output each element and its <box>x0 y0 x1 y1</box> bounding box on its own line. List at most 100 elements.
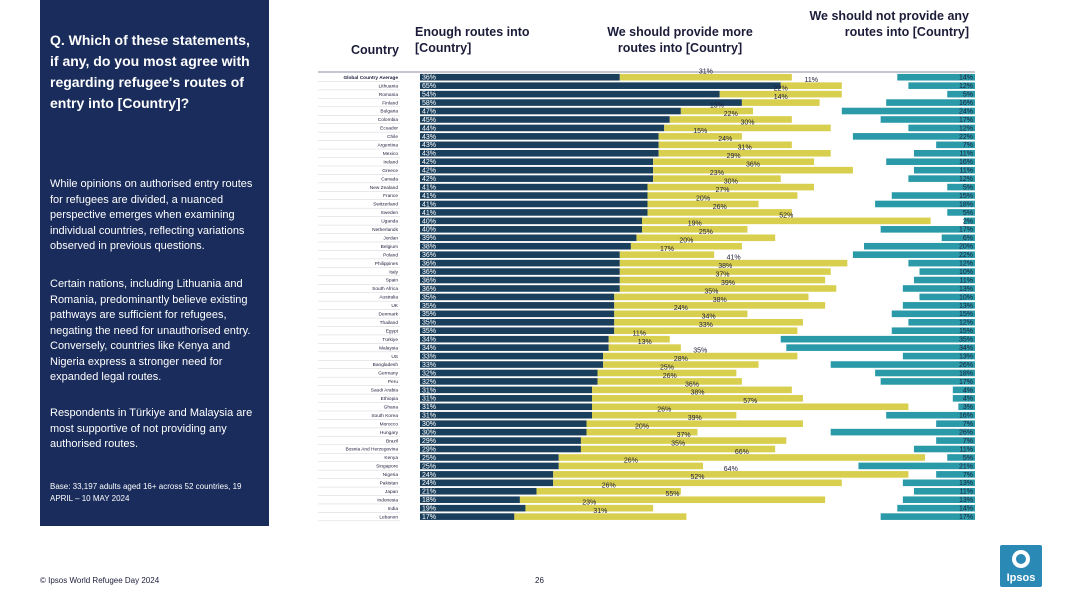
bar-not <box>875 200 975 208</box>
country-label: Türkiye <box>382 337 398 343</box>
country-column-header: Country <box>351 43 399 57</box>
bar-enough <box>420 166 654 174</box>
bar-not <box>952 386 975 394</box>
value-label-more: 37% <box>677 432 691 439</box>
bar-more <box>519 496 826 504</box>
bar-enough <box>420 395 593 402</box>
bar-not <box>891 310 975 318</box>
value-label-more: 35% <box>704 288 718 295</box>
bar-enough <box>420 226 642 233</box>
bar-enough <box>420 310 615 318</box>
logo-text: Ipsos <box>1007 572 1036 584</box>
value-label-not: 7% <box>963 438 973 445</box>
value-label-more: 38% <box>718 263 732 270</box>
bar-enough <box>420 318 615 326</box>
bar-not <box>886 99 975 106</box>
country-label: Japan <box>385 489 398 495</box>
value-label-enough: 41% <box>422 201 436 208</box>
bar-enough <box>420 445 581 453</box>
bar-enough <box>420 504 526 512</box>
country-label: Global Country Average <box>343 75 398 81</box>
bar-enough <box>420 369 598 377</box>
country-label: Ecuador <box>380 126 398 132</box>
value-label-enough: 42% <box>422 168 436 175</box>
country-label: Nigeria <box>383 472 399 478</box>
value-label-enough: 41% <box>422 210 436 217</box>
country-label: Poland <box>383 252 398 258</box>
value-label-more: 26% <box>663 373 677 380</box>
value-label-not: 21% <box>959 463 973 470</box>
value-label-enough: 36% <box>422 286 436 293</box>
bar-enough <box>420 200 648 208</box>
value-label-not: 13% <box>959 353 973 360</box>
bar-enough <box>420 107 681 115</box>
bar-enough <box>420 285 620 292</box>
country-label: Singapore <box>376 464 398 470</box>
value-label-enough: 43% <box>422 142 436 149</box>
value-label-enough: 45% <box>422 117 436 124</box>
country-label: US <box>391 354 398 360</box>
country-label: Switzerland <box>373 202 398 208</box>
country-label: Brazil <box>386 438 398 444</box>
bar-more <box>580 437 787 444</box>
value-label-enough: 34% <box>422 345 436 352</box>
bar-not <box>880 226 975 233</box>
country-label: Ethiopia <box>381 396 399 402</box>
country-label: South Korea <box>371 413 398 419</box>
country-label: Peru <box>388 379 398 385</box>
bar-not <box>952 395 975 402</box>
bar-more <box>514 513 687 520</box>
bar-enough <box>420 73 620 81</box>
value-label-not: 15% <box>959 311 973 318</box>
bar-enough <box>420 496 520 504</box>
bar-more <box>597 378 742 385</box>
bar-enough <box>420 175 654 182</box>
value-label-more: 55% <box>666 491 680 498</box>
country-label: Sweden <box>381 210 399 216</box>
country-label: Belgium <box>381 244 398 250</box>
value-label-not: 13% <box>959 480 973 487</box>
bar-not <box>841 107 975 115</box>
bar-more <box>608 344 681 351</box>
value-label-more: 37% <box>715 271 729 278</box>
value-label-not: 11% <box>960 277 974 284</box>
bar-more <box>653 166 853 174</box>
value-label-more: 36% <box>746 162 760 169</box>
bar-not <box>947 183 975 191</box>
country-label: Denmark <box>379 312 399 318</box>
bar-enough <box>420 293 615 301</box>
bar-enough <box>420 327 615 335</box>
country-label: Chile <box>387 134 398 140</box>
value-label-more: 52% <box>690 474 704 481</box>
bar-enough <box>420 411 593 419</box>
value-label-enough: 35% <box>422 320 436 327</box>
country-label: India <box>388 506 399 512</box>
bar-not <box>852 251 975 258</box>
country-label: Germany <box>378 371 398 377</box>
value-label-enough: 42% <box>422 176 436 183</box>
value-label-enough: 40% <box>422 218 436 225</box>
bar-enough <box>420 428 587 436</box>
country-label: Egypt <box>386 328 399 334</box>
value-label-more: 20% <box>696 195 710 202</box>
bar-more <box>741 99 820 106</box>
value-label-more: 28% <box>674 356 688 363</box>
country-label: Philippines <box>375 261 399 267</box>
bar-enough <box>420 259 620 267</box>
value-label-not: 10% <box>959 269 973 276</box>
value-label-more: 19% <box>688 221 702 228</box>
bar-enough <box>420 352 604 360</box>
value-label-enough: 36% <box>422 269 436 276</box>
bar-enough <box>420 386 593 394</box>
page-number: 26 <box>535 576 544 585</box>
value-label-not: 17% <box>959 379 973 386</box>
value-label-not: 5% <box>963 184 973 191</box>
value-label-more: 30% <box>740 119 754 126</box>
bar-more <box>647 200 759 208</box>
country-label: Romania <box>379 92 399 98</box>
value-label-not: 35% <box>959 337 973 344</box>
value-label-enough: 35% <box>422 294 436 301</box>
value-label-not: 7% <box>963 421 973 428</box>
country-label: UK <box>391 303 398 309</box>
bar-more <box>619 259 848 267</box>
